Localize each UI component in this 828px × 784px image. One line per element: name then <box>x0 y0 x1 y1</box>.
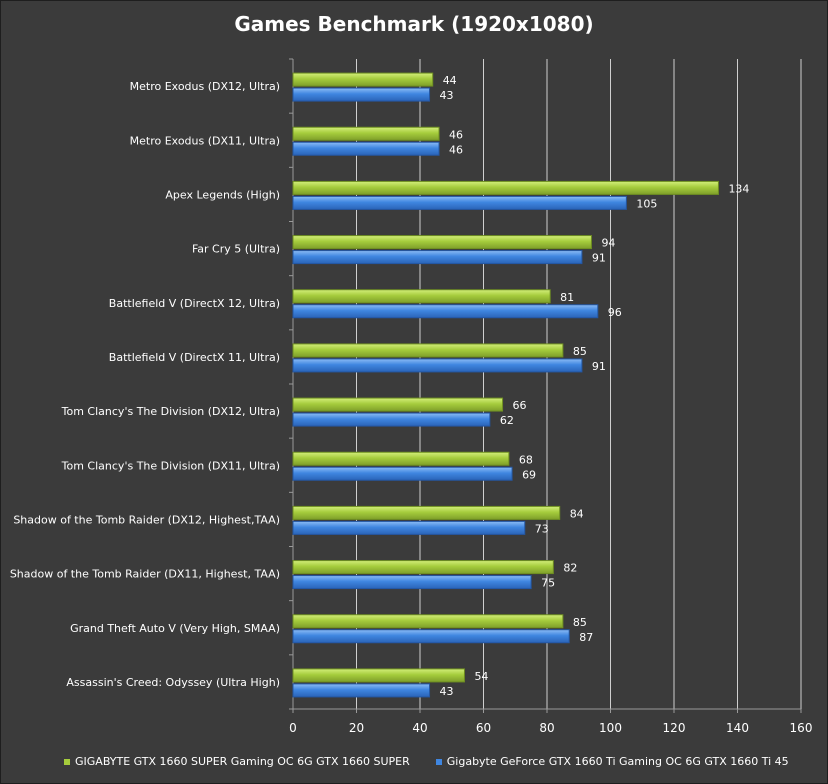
data-label-s1-3: 94 <box>601 237 615 250</box>
data-label-s1-8: 84 <box>570 507 584 520</box>
data-label-s2-0: 43 <box>440 89 454 102</box>
data-label-s1-6: 66 <box>513 399 527 412</box>
category-label-4: Battlefield V (DirectX 12, Ultra) <box>109 297 280 310</box>
data-label-s1-10: 85 <box>573 616 587 629</box>
data-label-s1-1: 46 <box>449 128 463 141</box>
bar-s1-2 <box>292 180 719 195</box>
bar-s2-6 <box>292 412 491 427</box>
tick-label-x-4: 80 <box>539 721 554 735</box>
bar-s1-1 <box>292 126 440 141</box>
data-label-s1-5: 85 <box>573 345 587 358</box>
tick-label-x-3: 60 <box>476 721 491 735</box>
category-label-10: Grand Theft Auto V (Very High, SMAA) <box>70 622 280 635</box>
bar-s2-8 <box>292 520 526 535</box>
data-label-s2-5: 91 <box>592 360 606 373</box>
bar-s1-5 <box>292 343 564 358</box>
data-label-s1-4: 81 <box>560 291 574 304</box>
tick-label-x-2: 40 <box>412 721 427 735</box>
bar-s2-7 <box>292 466 513 481</box>
bar-s1-11 <box>292 668 465 683</box>
data-label-s1-0: 44 <box>443 74 457 87</box>
legend-label-series-2: Gigabyte GeForce GTX 1660 Ti Gaming OC 6… <box>446 755 789 768</box>
bar-s1-10 <box>292 614 564 629</box>
legend-item-series-1: GIGABYTE GTX 1660 SUPER Gaming OC 6G GTX… <box>64 755 410 768</box>
legend-item-series-2: Gigabyte GeForce GTX 1660 Ti Gaming OC 6… <box>435 755 789 768</box>
bar-s1-8 <box>292 505 561 520</box>
data-label-s1-9: 82 <box>563 562 577 575</box>
bar-s2-5 <box>292 358 583 373</box>
category-label-8: Shadow of the Tomb Raider (DX12, Highest… <box>13 513 280 526</box>
data-label-s1-11: 54 <box>474 670 488 683</box>
bar-s2-1 <box>292 141 440 156</box>
tick-label-x-0: 0 <box>289 721 297 735</box>
legend: GIGABYTE GTX 1660 SUPER Gaming OC 6G GTX… <box>64 755 815 768</box>
category-label-5: Battlefield V (DirectX 11, Ultra) <box>109 351 280 364</box>
data-label-s2-3: 91 <box>592 252 606 265</box>
data-label-s2-2: 105 <box>636 197 657 210</box>
bar-s2-11 <box>292 683 431 698</box>
data-label-s1-2: 134 <box>728 182 749 195</box>
data-label-s2-4: 96 <box>608 306 622 319</box>
bar-s2-4 <box>292 304 599 319</box>
category-label-1: Metro Exodus (DX11, Ultra) <box>130 134 280 147</box>
category-label-6: Tom Clancy's The Division (DX12, Ultra) <box>61 405 280 418</box>
bar-s1-7 <box>292 451 510 466</box>
data-label-s2-1: 46 <box>449 143 463 156</box>
data-label-s2-10: 87 <box>579 631 593 644</box>
tick-label-x-5: 100 <box>599 721 622 735</box>
data-label-s1-7: 68 <box>519 453 533 466</box>
legend-swatch-series-1 <box>64 758 70 765</box>
bar-s2-10 <box>292 629 570 644</box>
category-label-0: Metro Exodus (DX12, Ultra) <box>130 80 280 93</box>
category-label-11: Assassin's Creed: Odyssey (Ultra High) <box>66 676 280 689</box>
legend-label-series-1: GIGABYTE GTX 1660 SUPER Gaming OC 6G GTX… <box>75 755 410 768</box>
bar-s2-0 <box>292 87 431 102</box>
data-label-s2-11: 43 <box>440 685 454 698</box>
bar-s1-9 <box>292 560 554 575</box>
tick-label-x-8: 160 <box>790 721 813 735</box>
category-label-7: Tom Clancy's The Division (DX11, Ultra) <box>61 459 280 472</box>
bar-s2-9 <box>292 575 532 590</box>
data-label-s2-9: 75 <box>541 577 555 590</box>
tick-label-x-6: 120 <box>663 721 686 735</box>
legend-swatch-series-2 <box>435 758 442 765</box>
tick-label-x-7: 140 <box>726 721 749 735</box>
tick-label-x-1: 20 <box>349 721 364 735</box>
bar-s1-0 <box>292 72 434 87</box>
bar-s1-4 <box>292 289 551 304</box>
category-label-2: Apex Legends (High) <box>165 188 280 201</box>
bar-s2-3 <box>292 250 583 265</box>
chart-title: Games Benchmark (1920x1080) <box>234 12 594 36</box>
category-label-3: Far Cry 5 (Ultra) <box>192 243 280 256</box>
category-label-9: Shadow of the Tomb Raider (DX11, Highest… <box>10 568 280 581</box>
data-label-s2-6: 62 <box>500 414 514 427</box>
bar-s1-6 <box>292 397 504 412</box>
bar-s2-2 <box>292 195 627 210</box>
data-label-s2-7: 69 <box>522 468 536 481</box>
data-label-s2-8: 73 <box>535 522 549 535</box>
bar-s1-3 <box>292 235 592 250</box>
